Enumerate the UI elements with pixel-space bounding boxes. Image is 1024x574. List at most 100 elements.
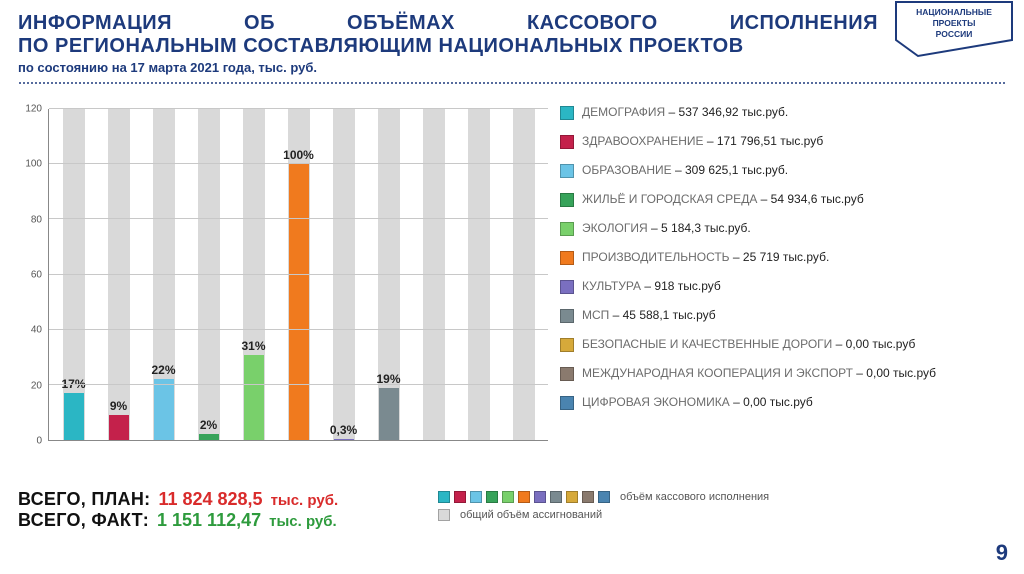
total-fact-value: 1 151 112,47 bbox=[157, 510, 261, 531]
legend-text: ЗДРАВООХРАНЕНИЕ – 171 796,51 тыс.руб bbox=[582, 134, 823, 148]
legend-item: ПРОИЗВОДИТЕЛЬНОСТЬ – 25 719 тыс.руб. bbox=[560, 250, 1006, 265]
mini-swatch bbox=[534, 491, 546, 503]
legend-column: ДЕМОГРАФИЯ – 537 346,92 тыс.руб. ЗДРАВООХ… bbox=[548, 95, 1006, 487]
bar-slot: 31% bbox=[235, 109, 272, 440]
mini-swatch bbox=[550, 491, 562, 503]
value-bar: 31% bbox=[244, 355, 264, 441]
mini-swatch bbox=[566, 491, 578, 503]
y-tick-label: 120 bbox=[25, 104, 42, 115]
legend-name: КУЛЬТУРА bbox=[582, 279, 644, 293]
chart-column: 020406080100120 17% 9% 22% 2% 31% 100% 0,3% 19% bbox=[18, 95, 548, 487]
legend-swatch bbox=[560, 251, 574, 265]
total-plan-value: 11 824 828,5 bbox=[158, 489, 262, 510]
background-bar bbox=[423, 109, 445, 440]
legend-item: КУЛЬТУРА – 918 тыс.руб bbox=[560, 279, 1006, 294]
footer-row: ВСЕГО, ПЛАН: 11 824 828,5 тыс. руб. ВСЕГ… bbox=[0, 487, 1024, 531]
gridline bbox=[49, 384, 548, 385]
header: НАЦИОНАЛЬНЫЕ ПРОЕКТЫ РОССИИ ИНФОРМАЦИЯ О… bbox=[0, 0, 1024, 75]
gridline bbox=[49, 218, 548, 219]
legend-swatch bbox=[560, 135, 574, 149]
content-row: 020406080100120 17% 9% 22% 2% 31% 100% 0,3% 19%… bbox=[0, 85, 1024, 487]
legend-text: МСП – 45 588,1 тыс.руб bbox=[582, 308, 716, 322]
bar-percent-label: 9% bbox=[110, 399, 127, 413]
page-subtitle: по состоянию на 17 марта 2021 года, тыс.… bbox=[18, 60, 1006, 75]
plot-area: 17% 9% 22% 2% 31% 100% 0,3% 19% bbox=[48, 109, 548, 441]
mini-swatch bbox=[582, 491, 594, 503]
national-projects-logo: НАЦИОНАЛЬНЫЕ ПРОЕКТЫ РОССИИ bbox=[894, 0, 1014, 62]
legend-text: ЭКОЛОГИЯ – 5 184,3 тыс.руб. bbox=[582, 221, 751, 235]
legend-name: ПРОИЗВОДИТЕЛЬНОСТЬ bbox=[582, 250, 733, 264]
legend-name: БЕЗОПАСНЫЕ И КАЧЕСТВЕННЫЕ ДОРОГИ bbox=[582, 337, 836, 351]
bar-percent-label: 22% bbox=[151, 363, 175, 377]
gridline bbox=[49, 274, 548, 275]
y-tick-label: 20 bbox=[31, 380, 42, 391]
mini-legend: объём кассового исполнения общий объём а… bbox=[438, 489, 1006, 521]
bar-chart: 020406080100120 17% 9% 22% 2% 31% 100% 0,3% 19% bbox=[18, 95, 548, 465]
legend-name: МСП bbox=[582, 308, 613, 322]
background-bar bbox=[108, 109, 130, 440]
bar-slot: 19% bbox=[370, 109, 407, 440]
legend-value: – 537 346,92 тыс.руб. bbox=[669, 105, 789, 119]
total-fact-label: ВСЕГО, ФАКТ: bbox=[18, 510, 149, 531]
legend-item: ЦИФРОВАЯ ЭКОНОМИКА – 0,00 тыс.руб bbox=[560, 395, 1006, 410]
legend-swatch bbox=[560, 309, 574, 323]
legend-item: ДЕМОГРАФИЯ – 537 346,92 тыс.руб. bbox=[560, 105, 1006, 120]
legend-value: – 309 625,1 тыс.руб. bbox=[675, 163, 788, 177]
y-tick-label: 100 bbox=[25, 159, 42, 170]
bar-slot: 9% bbox=[100, 109, 137, 440]
value-bar: 19% bbox=[379, 388, 399, 440]
legend-text: ПРОИЗВОДИТЕЛЬНОСТЬ – 25 719 тыс.руб. bbox=[582, 250, 829, 264]
logo-text-3: РОССИИ bbox=[936, 29, 973, 39]
mini-swatch-gray bbox=[438, 509, 450, 521]
mini-swatch bbox=[502, 491, 514, 503]
legend-item: ЖИЛЬЁ И ГОРОДСКАЯ СРЕДА – 54 934,6 тыс.р… bbox=[560, 192, 1006, 207]
legend-swatch bbox=[560, 280, 574, 294]
bar-slot: 17% bbox=[55, 109, 92, 440]
y-tick-label: 60 bbox=[31, 270, 42, 281]
logo-text-2: ПРОЕКТЫ bbox=[933, 18, 976, 28]
gridline bbox=[49, 163, 548, 164]
bar-slot bbox=[505, 109, 542, 440]
legend-value: – 45 588,1 тыс.руб bbox=[613, 308, 716, 322]
bar-percent-label: 31% bbox=[241, 339, 265, 353]
bar-slot: 0,3% bbox=[325, 109, 362, 440]
legend-item: ЗДРАВООХРАНЕНИЕ – 171 796,51 тыс.руб bbox=[560, 134, 1006, 149]
totals-block: ВСЕГО, ПЛАН: 11 824 828,5 тыс. руб. ВСЕГ… bbox=[18, 489, 438, 531]
background-bar bbox=[198, 109, 220, 440]
value-bar: 22% bbox=[154, 379, 174, 440]
bar-slot: 2% bbox=[190, 109, 227, 440]
bar-slot bbox=[460, 109, 497, 440]
total-plan-label: ВСЕГО, ПЛАН: bbox=[18, 489, 150, 510]
value-bar: 0,3% bbox=[334, 439, 354, 440]
value-bar: 100% bbox=[289, 164, 309, 440]
background-bar bbox=[468, 109, 490, 440]
mini-swatch bbox=[454, 491, 466, 503]
y-axis-labels: 020406080100120 bbox=[18, 109, 46, 441]
legend-swatch bbox=[560, 222, 574, 236]
legend-value: – 0,00 тыс.руб bbox=[836, 337, 916, 351]
value-bar: 17% bbox=[64, 393, 84, 440]
legend-name: ОБРАЗОВАНИЕ bbox=[582, 163, 675, 177]
legend-value: – 0,00 тыс.руб bbox=[856, 366, 936, 380]
legend-value: – 0,00 тыс.руб bbox=[733, 395, 813, 409]
legend-item: ЭКОЛОГИЯ – 5 184,3 тыс.руб. bbox=[560, 221, 1006, 236]
legend-value: – 5 184,3 тыс.руб. bbox=[651, 221, 751, 235]
legend-swatch bbox=[560, 164, 574, 178]
bar-percent-label: 100% bbox=[283, 148, 314, 162]
legend-swatch bbox=[560, 396, 574, 410]
page-title-line2: ПО РЕГИОНАЛЬНЫМ СОСТАВЛЯЮЩИМ НАЦИОНАЛЬНЫ… bbox=[18, 35, 878, 58]
legend-swatch bbox=[560, 193, 574, 207]
legend-text: ОБРАЗОВАНИЕ – 309 625,1 тыс.руб. bbox=[582, 163, 788, 177]
legend-name: ЖИЛЬЁ И ГОРОДСКАЯ СРЕДА bbox=[582, 192, 761, 206]
legend-item: МСП – 45 588,1 тыс.руб bbox=[560, 308, 1006, 323]
legend-text: ДЕМОГРАФИЯ – 537 346,92 тыс.руб. bbox=[582, 105, 788, 119]
bar-slot: 100% bbox=[280, 109, 317, 440]
legend-swatch bbox=[560, 106, 574, 120]
bar-percent-label: 2% bbox=[200, 418, 217, 432]
mini-swatch bbox=[518, 491, 530, 503]
legend-item: БЕЗОПАСНЫЕ И КАЧЕСТВЕННЫЕ ДОРОГИ – 0,00 … bbox=[560, 337, 1006, 352]
bar-slot bbox=[415, 109, 452, 440]
mini-swatch bbox=[486, 491, 498, 503]
y-tick-label: 0 bbox=[36, 436, 42, 447]
background-bar bbox=[333, 109, 355, 440]
